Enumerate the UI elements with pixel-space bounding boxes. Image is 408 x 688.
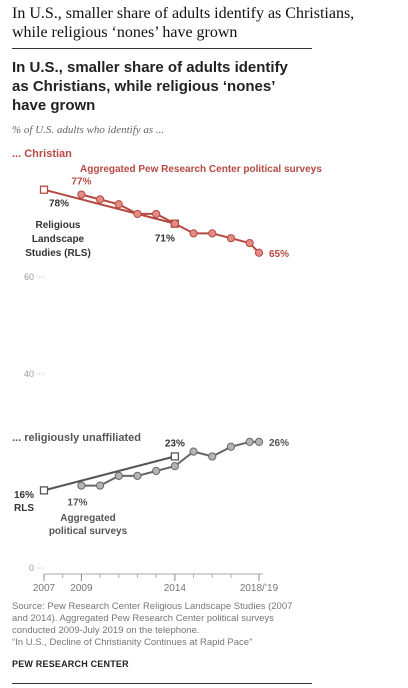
christian_surveys-marker <box>189 229 198 238</box>
y-tick-label: 0 <box>29 563 34 573</box>
brand-name: PEW RESEARCH CENTER <box>12 659 129 669</box>
rls-short-annotation: RLS <box>14 503 34 514</box>
unaffiliated_surveys-marker <box>152 466 161 476</box>
unaffiliated_surveys-marker <box>245 437 254 446</box>
source-line-2: and 2014). Aggregated Pew Research Cente… <box>12 613 274 624</box>
rls-annotation: Religious <box>35 220 80 231</box>
unaffiliated_surveys-marker <box>189 447 198 456</box>
unaffiliated_rls-line <box>43 455 176 492</box>
unaffiliated-group-label: ... religiously unaffiliated <box>12 432 141 444</box>
bottom-divider <box>12 683 312 684</box>
aggregated-political-annotation: Aggregated <box>60 513 116 524</box>
christian-group-label: ... Christian <box>12 148 72 160</box>
unaffiliated_surveys-marker <box>170 462 179 471</box>
chart-title-line-2: as Christians, while religious ‘nones’ <box>12 78 276 95</box>
x-tick-label: 2018/’19 <box>240 583 279 594</box>
data-label: 26% <box>269 438 289 449</box>
christian_surveys-marker <box>114 200 123 209</box>
x-tick-label: 2014 <box>164 583 187 594</box>
data-label: 65% <box>269 249 289 260</box>
y-tick-label: 60 <box>24 272 34 282</box>
unaffiliated_surveys-marker <box>254 437 264 446</box>
source-line-4: “In U.S., Decline of Christianity Contin… <box>12 637 253 648</box>
headline-line-1: In U.S., smaller share of adults identif… <box>12 5 355 22</box>
data-label: 78% <box>49 199 69 210</box>
chart-title-line-1: In U.S., smaller share of adults identif… <box>12 59 288 76</box>
x-tick-label: 2009 <box>70 583 93 594</box>
unaffiliated_rls-marker <box>39 486 49 495</box>
christian_surveys-marker <box>226 234 236 243</box>
aggregated-surveys-annotation: Aggregated Pew Research Center political… <box>80 164 322 175</box>
y-tick-label: 40 <box>24 369 34 379</box>
christian_surveys-marker <box>133 209 142 219</box>
christian_surveys-marker <box>77 190 86 199</box>
christian_rls-line <box>43 188 176 225</box>
rls-annotation: Studies (RLS) <box>25 248 91 259</box>
unaffiliated_surveys-marker <box>114 471 123 480</box>
page-headline: In U.S., smaller share of adults identif… <box>12 4 402 42</box>
chart-title: In U.S., smaller share of adults identif… <box>12 58 312 115</box>
unaffiliated_surveys-marker <box>77 481 86 490</box>
aggregated-political-annotation: political surveys <box>49 526 128 537</box>
christian_rls-marker <box>39 185 49 194</box>
data-label: 23% <box>165 438 185 449</box>
unaffiliated_surveys-marker <box>208 452 217 461</box>
christian_surveys-marker <box>152 209 161 219</box>
unaffiliated_surveys-marker <box>95 481 105 490</box>
christian_surveys-marker <box>95 195 105 204</box>
unaffiliated_surveys-marker <box>226 442 236 451</box>
data-label: 71% <box>155 234 175 245</box>
chart-subtitle: % of U.S. adults who identify as ... <box>12 124 165 136</box>
unaffiliated_rls-marker <box>170 452 180 461</box>
data-label: 17% <box>67 498 87 509</box>
christian_surveys-marker <box>254 248 264 257</box>
data-label: 77% <box>71 177 91 188</box>
source-line-1: Source: Pew Research Center Religious La… <box>12 601 293 612</box>
source-note: Source: Pew Research Center Religious La… <box>12 601 312 649</box>
christian_surveys-marker <box>245 238 254 248</box>
rls-annotation: Landscape <box>32 234 85 245</box>
christian_surveys-marker <box>170 219 179 228</box>
data-label: 16% <box>14 490 34 501</box>
source-line-3: conducted 2009-July 2019 on the telephon… <box>12 625 200 636</box>
headline-line-2: while religious ‘nones’ have grown <box>12 24 238 41</box>
christian_surveys-marker <box>208 229 217 238</box>
chart-title-line-3: have grown <box>12 97 96 114</box>
x-tick-label: 2007 <box>33 583 56 594</box>
top-divider <box>12 48 312 49</box>
unaffiliated_surveys-marker <box>133 471 142 480</box>
